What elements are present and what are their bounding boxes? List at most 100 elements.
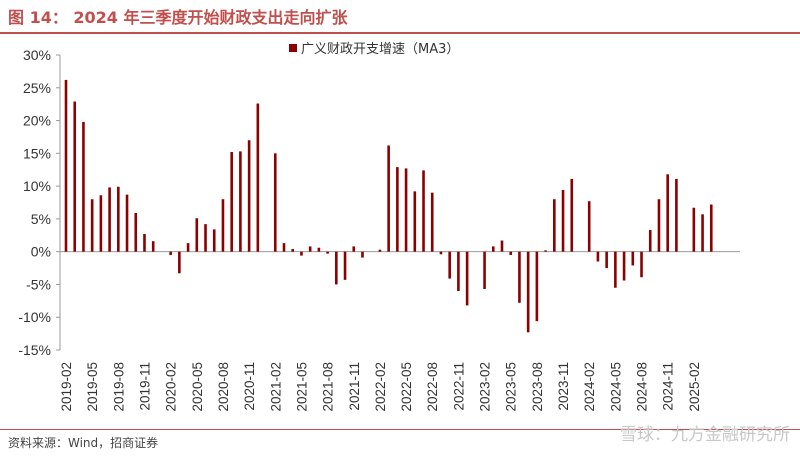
title-rule: [0, 32, 800, 34]
bar: [483, 251, 486, 290]
bar: [125, 194, 129, 252]
bar: [387, 145, 390, 252]
bar: [300, 251, 303, 256]
bar: [326, 251, 329, 254]
bar: [256, 103, 260, 252]
bar: [605, 251, 608, 269]
bar: [396, 167, 399, 252]
x-tick-label: 2020-02: [164, 362, 179, 412]
bar: [343, 251, 347, 280]
bar: [169, 251, 172, 255]
watermark: 雪球：九方金融研究所: [620, 425, 790, 445]
source-note: 资料来源：Wind，招商证券: [8, 436, 159, 450]
x-tick-label: 2019-05: [85, 362, 100, 412]
y-tick-label: -5%: [26, 276, 51, 292]
bar: [500, 240, 504, 252]
bar: [701, 214, 704, 252]
bar: [151, 241, 155, 252]
bar: [335, 251, 338, 285]
bar: [143, 233, 146, 252]
bar: [230, 152, 233, 252]
bar: [404, 168, 408, 252]
x-tick-label: 2021-02: [268, 362, 283, 412]
bar: [413, 191, 417, 252]
y-tick-label: 30%: [23, 47, 51, 63]
bar: [570, 178, 574, 252]
x-tick-label: 2022-11: [451, 362, 466, 411]
bar: [544, 250, 547, 252]
x-tick-label: 2024-05: [608, 362, 623, 412]
y-tick-label: 15%: [23, 145, 51, 161]
x-tick-label: 2019-08: [111, 362, 126, 412]
bar: [82, 121, 85, 252]
bar: [439, 251, 443, 255]
y-tick-label: 5%: [31, 211, 51, 227]
x-tick-label: 2022-05: [399, 362, 414, 412]
x-tick-label: 2021-08: [321, 362, 336, 412]
bar: [64, 79, 68, 252]
bar: [134, 212, 138, 252]
bar: [491, 246, 495, 252]
legend-swatch: [289, 44, 297, 52]
bar: [178, 251, 181, 274]
bar: [186, 243, 190, 252]
bar: [221, 199, 225, 252]
bar: [526, 251, 530, 333]
bar: [448, 251, 451, 279]
bar: [587, 201, 591, 252]
bar: [117, 186, 120, 252]
bar: [622, 251, 626, 281]
bar: [648, 230, 652, 252]
bar: [73, 101, 77, 252]
y-tick-label: -15%: [18, 342, 51, 358]
x-tick-label: 2023-02: [478, 362, 493, 412]
bar: [614, 251, 617, 288]
bar: [204, 224, 207, 252]
bar: [99, 195, 103, 252]
y-tick-label: 20%: [23, 113, 51, 129]
bar: [465, 251, 469, 306]
x-tick-label: 2022-02: [373, 362, 388, 412]
bar: [291, 249, 295, 252]
bar: [247, 140, 251, 252]
bar: [352, 246, 356, 252]
x-tick-label: 2019-11: [138, 362, 153, 411]
bar: [709, 204, 713, 252]
footer-rule: [0, 429, 800, 430]
bar: [657, 199, 661, 252]
y-tick-label: -10%: [18, 309, 51, 325]
bar: [518, 251, 521, 303]
y-tick-label: 10%: [23, 178, 51, 194]
bar: [561, 190, 565, 252]
legend-label: 广义财政开支增速（MA3）: [301, 42, 459, 57]
x-tick-label: 2024-08: [635, 362, 650, 412]
x-tick-label: 2025-02: [687, 362, 702, 412]
x-tick-label: 2023-08: [530, 362, 545, 412]
bar: [457, 251, 460, 291]
x-tick-label: 2024-11: [661, 362, 676, 411]
bar: [308, 246, 312, 252]
y-tick-label: 25%: [23, 80, 51, 96]
bar: [596, 251, 600, 262]
bar: [317, 247, 321, 252]
bar: [631, 251, 635, 266]
bar: [378, 249, 382, 252]
x-tick-label: 2020-11: [242, 362, 257, 411]
bar: [509, 251, 513, 255]
bar: [212, 229, 216, 252]
bar: [273, 153, 277, 252]
bar: [282, 243, 286, 252]
x-tick-label: 2020-08: [216, 362, 231, 412]
x-tick-label: 2020-05: [190, 362, 205, 412]
bar: [108, 187, 111, 252]
bar: [422, 170, 425, 252]
figure-title: 图 14： 2024 年三季度开始财政支出走向扩张: [8, 8, 348, 27]
x-tick-label: 2024-02: [582, 362, 597, 412]
bar: [195, 218, 199, 252]
x-tick-label: 2023-05: [504, 362, 519, 412]
x-tick-label: 2019-02: [59, 362, 74, 412]
bar: [430, 192, 434, 252]
x-tick-label: 2022-08: [425, 362, 440, 412]
y-tick-label: 0%: [31, 244, 51, 260]
bar: [640, 251, 643, 278]
